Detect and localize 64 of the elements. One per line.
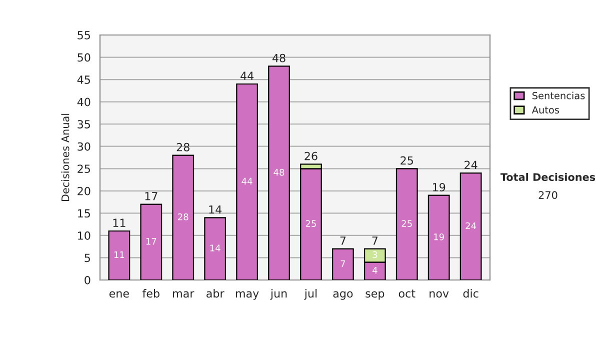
data-label: 24 — [466, 222, 476, 230]
bar — [140, 204, 162, 280]
data-label: 7 — [340, 260, 346, 267]
data-label: 44 — [242, 178, 252, 184]
y-tick-label: 35 — [78, 120, 90, 128]
total-label: 44 — [240, 72, 254, 80]
x-tick-label: dic — [463, 289, 478, 298]
data-label: 17 — [146, 238, 156, 245]
bar — [172, 154, 194, 280]
y-tick-label: 5 — [84, 254, 90, 262]
x-tick-label: nov — [430, 291, 449, 298]
data-label: 25 — [306, 220, 316, 227]
x-tick-label: ene — [109, 291, 129, 298]
y-tick-label: 55 — [78, 31, 90, 40]
y-tick-label: 0 — [84, 276, 90, 284]
y-tick-label: 20 — [78, 186, 90, 196]
bar — [332, 248, 354, 280]
total-label: 19 — [433, 183, 446, 192]
bar — [236, 83, 258, 280]
text: Total Decisiones — [500, 172, 596, 182]
y-tick-label: 50 — [78, 53, 90, 62]
data-label: 3 — [372, 251, 378, 258]
total-label: 25 — [400, 156, 413, 165]
x-tick-label: jul — [304, 289, 317, 300]
legend-label: Autos — [532, 106, 560, 114]
x-tick-label: oct — [398, 290, 416, 298]
y-tick-label: 45 — [77, 76, 90, 84]
x-tick-label: mar — [173, 291, 194, 298]
bar — [268, 66, 290, 280]
text: 270 — [538, 191, 558, 200]
y-tick-label: 30 — [78, 142, 90, 151]
data-label: 48 — [274, 168, 284, 176]
data-label: 4 — [372, 267, 378, 274]
y-axis-title: Decisiones Anual — [61, 114, 70, 202]
y-tick-label: 25 — [78, 164, 90, 174]
x-tick-label: feb — [142, 289, 160, 298]
bar — [396, 168, 418, 280]
bar — [108, 230, 130, 280]
total-label: 14 — [209, 205, 222, 214]
x-tick-label: sep — [366, 291, 384, 300]
total-label: 28 — [176, 142, 190, 152]
data-label: 28 — [178, 213, 188, 220]
x-tick-label: may — [236, 291, 259, 300]
x-tick-label: ago — [333, 291, 353, 300]
data-label: 19 — [434, 233, 444, 240]
y-tick-label: 10 — [78, 231, 90, 240]
data-label: 14 — [210, 244, 220, 252]
total-label: 24 — [464, 160, 478, 169]
total-label: 7 — [340, 236, 346, 245]
total-label: 48 — [272, 54, 286, 62]
bar — [428, 194, 450, 280]
y-tick-label: 40 — [77, 98, 90, 106]
total-label: 26 — [304, 152, 318, 160]
data-label: 25 — [402, 220, 412, 227]
x-tick-label: abr — [206, 289, 224, 298]
legend-label: Sentencias — [532, 92, 585, 100]
total-label: 7 — [372, 236, 378, 245]
bar — [204, 217, 226, 280]
x-tick-label: jun — [270, 289, 287, 300]
bar — [460, 172, 482, 280]
total-label: 17 — [145, 192, 158, 200]
data-label: 11 — [114, 251, 124, 258]
total-label: 11 — [113, 218, 126, 227]
y-tick-label: 15 — [78, 209, 90, 218]
